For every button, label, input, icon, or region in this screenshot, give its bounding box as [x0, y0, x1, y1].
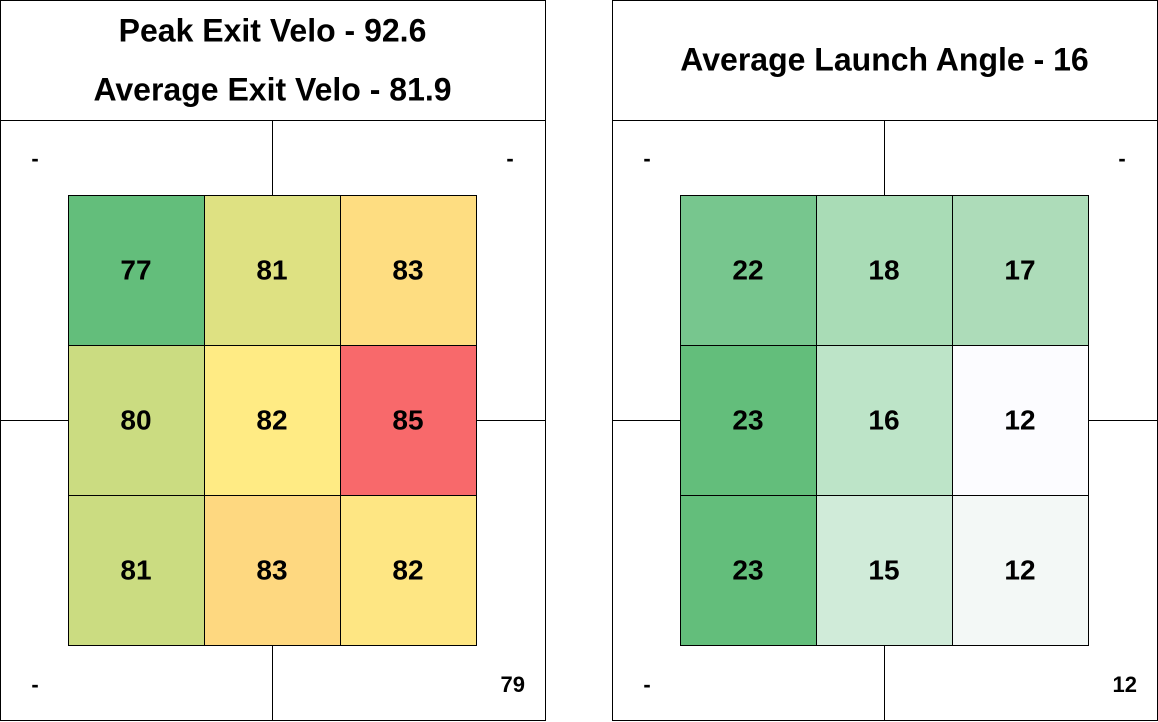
cell-value: 16	[868, 404, 899, 435]
heat-cell	[680, 495, 817, 646]
panel-title: Average Exit Velo - 81.9	[93, 71, 451, 107]
heat-cell	[340, 195, 477, 346]
heat-cell	[952, 195, 1089, 346]
cell-value: 17	[1004, 254, 1035, 285]
heat-cell	[952, 345, 1089, 496]
cell-value: 18	[868, 254, 899, 285]
cell-value: 81	[120, 554, 151, 585]
corner-value: -	[643, 672, 650, 697]
cell-value: 22	[732, 254, 763, 285]
cell-value: 85	[392, 404, 423, 435]
heat-cell	[340, 495, 477, 646]
grid-frame	[68, 195, 477, 646]
heat-cell	[816, 195, 953, 346]
cell-value: 82	[392, 554, 423, 585]
heat-cell	[204, 195, 341, 346]
cell-value: 23	[732, 404, 763, 435]
cell-value: 23	[732, 554, 763, 585]
heat-cell	[204, 345, 341, 496]
panel-frame	[0, 0, 546, 721]
heat-cell	[204, 495, 341, 646]
corner-value: -	[643, 146, 650, 171]
cell-value: 15	[868, 554, 899, 585]
cell-value: 82	[256, 404, 287, 435]
heat-cell	[952, 495, 1089, 646]
corner-value: -	[506, 146, 513, 171]
grid-frame	[680, 195, 1089, 646]
panel-title: Average Launch Angle - 16	[680, 41, 1088, 77]
corner-value: 12	[1113, 672, 1137, 697]
heat-cell	[340, 345, 477, 496]
cell-value: 12	[1004, 404, 1035, 435]
corner-value: 79	[501, 672, 525, 697]
corner-value: -	[31, 672, 38, 697]
panel-title: Peak Exit Velo - 92.6	[119, 12, 427, 48]
corner-value: -	[31, 146, 38, 171]
cell-value: 83	[392, 254, 423, 285]
corner-value: -	[1118, 146, 1125, 171]
cell-value: 77	[120, 254, 151, 285]
heat-cell	[68, 495, 205, 646]
cell-value: 80	[120, 404, 151, 435]
cell-value: 12	[1004, 554, 1035, 585]
heat-cell	[680, 195, 817, 346]
cell-value: 83	[256, 554, 287, 585]
cell-value: 81	[256, 254, 287, 285]
